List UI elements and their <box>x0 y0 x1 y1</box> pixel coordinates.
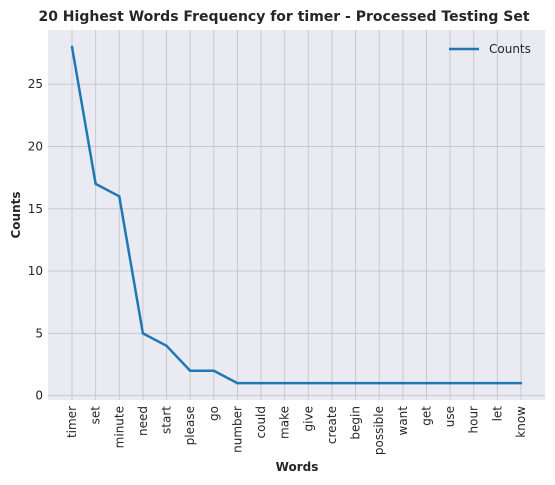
data-point <box>189 369 192 372</box>
x-tick-label: hour <box>467 406 481 434</box>
data-point <box>71 46 74 49</box>
y-tick-label: 5 <box>35 326 43 340</box>
x-tick-label: please <box>183 406 197 445</box>
x-tick-label: need <box>136 406 150 436</box>
x-tick-label: set <box>89 406 103 425</box>
x-tick-label: get <box>419 406 433 426</box>
data-point <box>165 345 168 348</box>
y-tick-label: 20 <box>28 139 43 153</box>
data-point <box>331 382 334 385</box>
x-tick-label: create <box>325 406 339 444</box>
x-tick-label: go <box>207 406 221 421</box>
x-axis-label: Words <box>276 460 319 474</box>
data-point <box>402 382 405 385</box>
x-tick-label: give <box>301 406 315 431</box>
y-tick-label: 15 <box>28 202 43 216</box>
y-tick-label: 10 <box>28 264 43 278</box>
x-tick-labels: timer set minute need start please go number cou… <box>65 406 528 455</box>
x-tick-label: start <box>160 406 174 434</box>
data-point <box>354 382 357 385</box>
data-point <box>472 382 475 385</box>
y-tick-label: 0 <box>35 389 43 403</box>
y-axis-label: Counts <box>9 191 23 238</box>
y-tick-labels: 0 5 10 15 20 25 <box>28 77 43 402</box>
x-tick-label: want <box>396 406 410 436</box>
legend-label-counts: Counts <box>489 42 531 56</box>
x-tick-label: know <box>514 406 528 438</box>
chart-title: 20 Highest Words Frequency for timer - P… <box>38 9 529 25</box>
data-point <box>213 369 216 372</box>
x-tick-label: make <box>278 406 292 439</box>
x-tick-label: let <box>490 406 504 422</box>
data-point <box>236 382 239 385</box>
x-tick-label: timer <box>65 406 79 438</box>
data-point <box>307 382 310 385</box>
data-point <box>425 382 428 385</box>
data-point <box>142 332 145 335</box>
data-point <box>378 382 381 385</box>
x-tick-label: possible <box>372 406 386 455</box>
x-tick-label: could <box>254 406 268 439</box>
x-tick-label: minute <box>112 406 126 448</box>
data-point <box>283 382 286 385</box>
y-tick-label: 25 <box>28 77 43 91</box>
data-point <box>449 382 452 385</box>
data-point <box>520 382 523 385</box>
x-tick-label: use <box>443 406 457 427</box>
data-point <box>260 382 263 385</box>
data-point <box>118 195 121 198</box>
x-tick-label: begin <box>349 406 363 440</box>
data-point <box>94 183 97 186</box>
data-point <box>496 382 499 385</box>
x-tick-label: number <box>230 406 244 453</box>
